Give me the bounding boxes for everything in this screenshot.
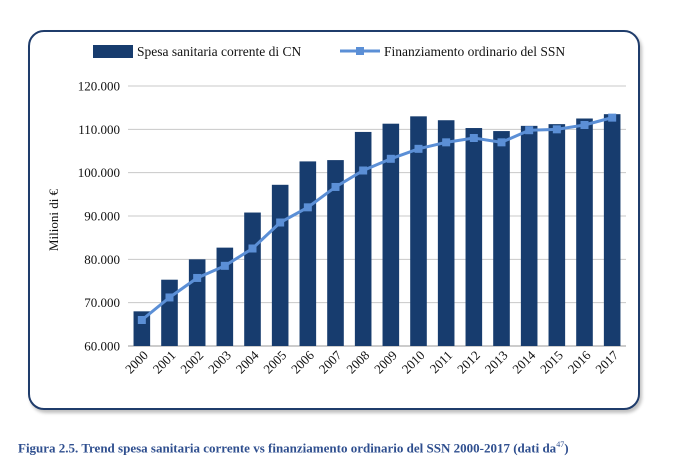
y-axis-ticks: 60.000 70.000 80.000 90.000 100.000 110.000 12…: [78, 79, 120, 354]
line-point: [137, 316, 146, 324]
series-line: [140, 116, 613, 322]
x-tick-label: 2012: [454, 348, 483, 377]
x-tick-label: 2004: [233, 347, 262, 376]
y-tick-label: 80.000: [84, 252, 120, 267]
caption-closing: ): [564, 440, 569, 456]
bar: [493, 131, 510, 346]
line-point: [525, 126, 534, 135]
line-point: [497, 138, 506, 147]
line-point: [165, 293, 174, 302]
line-point: [303, 203, 312, 212]
figure-caption: Figura 2.5. Trend spesa sanitaria corren…: [18, 440, 668, 456]
line-point: [608, 113, 617, 122]
x-tick-label: 2001: [150, 348, 179, 377]
line-series: [137, 113, 617, 324]
x-tick-label: 2013: [482, 348, 511, 377]
x-tick-label: 2010: [399, 348, 428, 377]
line-point: [331, 182, 340, 191]
x-tick-label: 2002: [177, 348, 206, 377]
y-tick-label: 60.000: [84, 339, 120, 354]
line-point: [193, 273, 202, 282]
line-point: [359, 166, 368, 175]
x-tick-label: 2005: [260, 348, 289, 377]
x-tick-label: 2017: [592, 347, 621, 376]
line-point: [552, 125, 561, 134]
chart: 60.000 70.000 80.000 90.000 100.000 110.000 12…: [46, 44, 626, 377]
bar: [465, 128, 483, 346]
legend-label-line: Finanziamento ordinario del SSN: [384, 44, 565, 59]
bar: [299, 161, 317, 346]
legend: Spesa sanitaria corrente di CN Finanziam…: [93, 44, 565, 59]
bar: [271, 184, 289, 346]
line-point: [414, 144, 423, 153]
line-point: [580, 121, 589, 129]
bar: [161, 279, 178, 346]
line-point: [469, 134, 478, 142]
x-tick-label: 2006: [288, 347, 317, 376]
y-tick-label: 70.000: [84, 295, 120, 310]
caption-text: Figura 2.5. Trend spesa sanitaria corren…: [18, 440, 557, 456]
bar: [548, 124, 566, 346]
bar: [216, 247, 234, 346]
y-tick-label: 120.000: [78, 79, 120, 94]
bar: [327, 160, 344, 346]
y-tick-label: 100.000: [78, 165, 120, 180]
bar: [520, 125, 538, 346]
line-point: [220, 261, 229, 270]
line-point: [442, 138, 451, 147]
caption-footnote-ref: 47: [556, 440, 565, 449]
bar: [603, 114, 621, 347]
bar: [354, 131, 372, 346]
x-tick-label: 2008: [343, 348, 372, 377]
legend-line-marker: [356, 47, 364, 55]
legend-label-bar: Spesa sanitaria corrente di CN: [137, 44, 301, 59]
bar: [437, 120, 455, 346]
line-point: [248, 244, 257, 253]
bar: [188, 259, 206, 346]
bar-series: [133, 114, 621, 347]
y-tick-label: 110.000: [78, 122, 120, 137]
y-axis-label: Milioni di €: [46, 188, 61, 251]
x-axis-ticks: 2000200120022003200420052006200720082009…: [122, 347, 622, 376]
x-tick-label: 2009: [371, 348, 400, 377]
x-tick-label: 2014: [509, 347, 538, 376]
x-tick-label: 2011: [427, 348, 456, 377]
line-point: [276, 218, 285, 227]
legend-bar-swatch: [93, 45, 133, 58]
bar: [576, 118, 593, 346]
line-point: [386, 154, 395, 163]
y-tick-label: 90.000: [84, 209, 120, 224]
x-tick-label: 2016: [565, 347, 594, 376]
x-tick-label: 2007: [316, 347, 345, 376]
bar: [410, 116, 427, 346]
bar: [244, 212, 261, 346]
x-tick-label: 2000: [122, 348, 151, 377]
x-tick-label: 2003: [205, 348, 234, 377]
x-tick-label: 2015: [537, 348, 566, 377]
bar: [133, 311, 151, 346]
bar: [382, 123, 400, 346]
